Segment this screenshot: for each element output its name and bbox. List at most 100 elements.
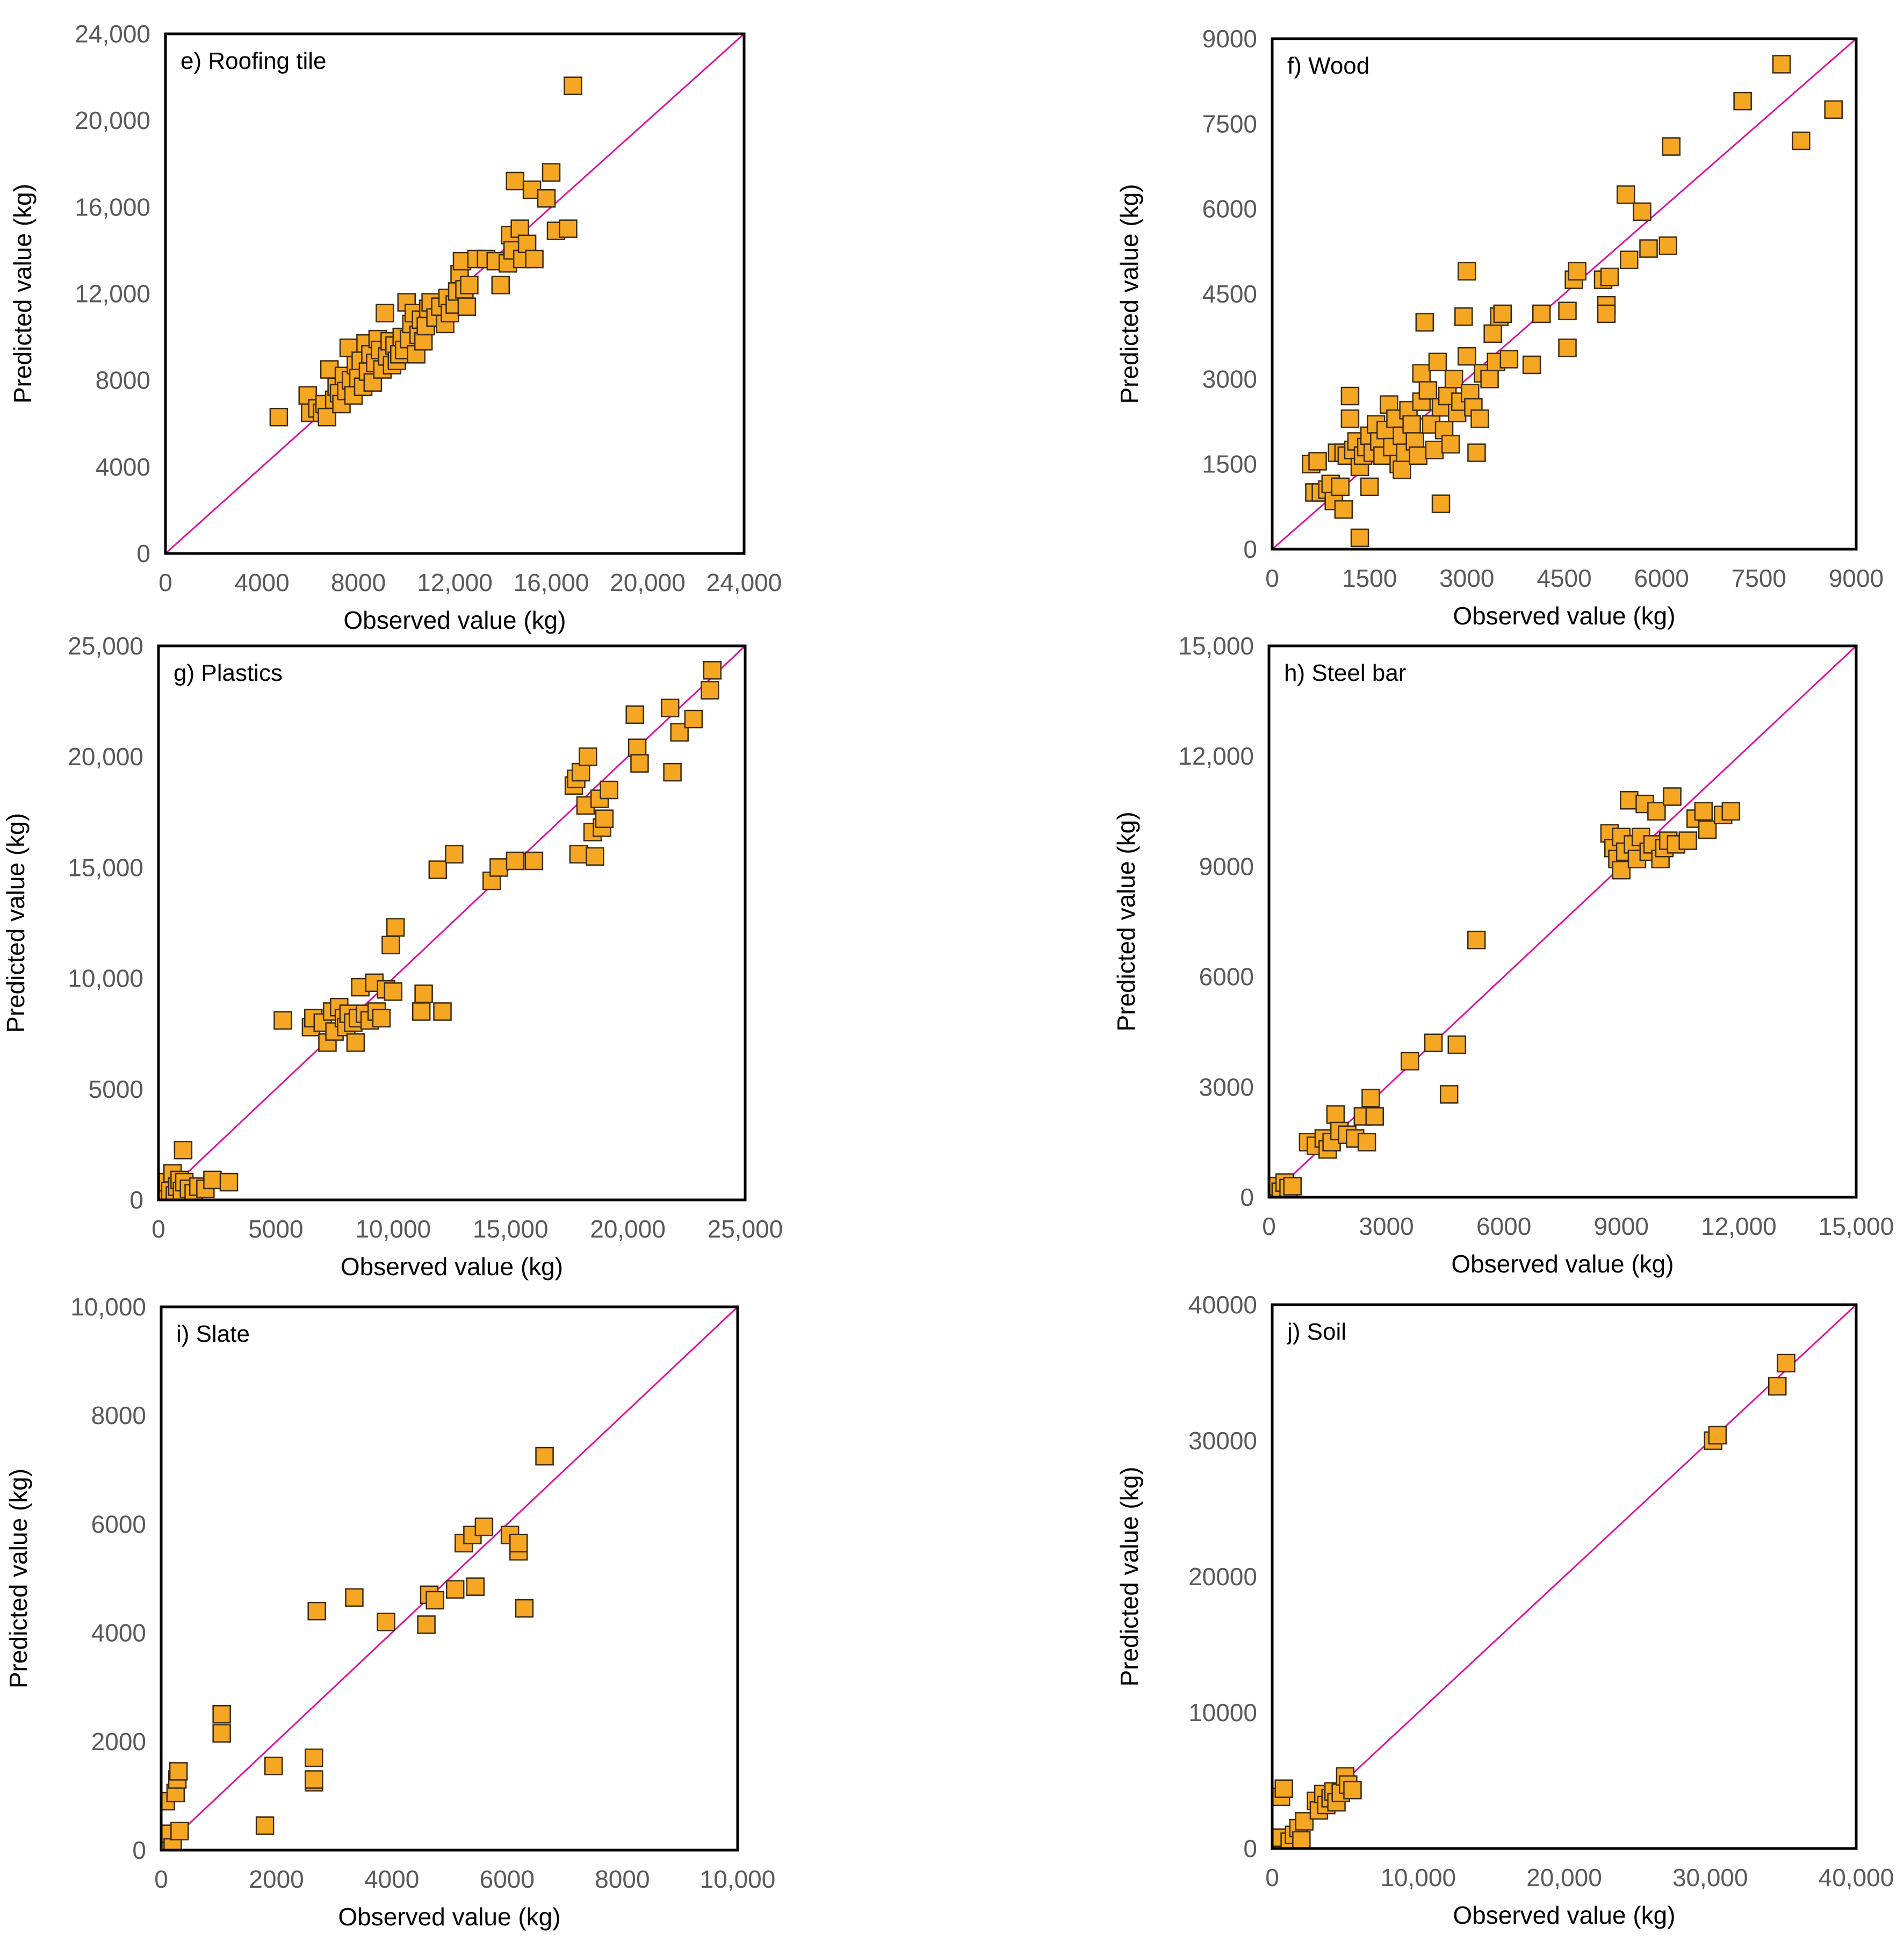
y-tick-label-h: 9000 [1199,852,1254,880]
panel-title-i: i) Slate [176,1321,250,1347]
data-point-f-43 [1425,441,1444,459]
data-point-i-18 [377,1613,395,1631]
data-point-h-45 [1694,802,1713,821]
y-tick-label-e: 24,000 [75,20,150,48]
y-tick-label-e: 16,000 [75,193,150,221]
x-axis-label-e: Observed value (kg) [343,606,566,634]
data-point-g-56 [579,747,597,766]
y-tick-label-j: 0 [1243,1835,1257,1862]
data-point-j-7 [1292,1831,1311,1849]
data-point-f-50 [1444,370,1463,389]
x-tick-label-f: 1500 [1342,564,1397,592]
y-tick-label-i: 2000 [91,1728,146,1756]
data-point-i-26 [474,1517,494,1536]
plot-frame-f [1271,37,1858,551]
data-point-f-69 [1558,301,1577,320]
x-tick-label-f: 9000 [1829,564,1884,592]
y-axis-label-h: Predicted value (kg) [1112,811,1140,1031]
markers-e [269,76,582,427]
data-point-f-67 [1522,355,1541,375]
x-tick-label-j: 10,000 [1380,1864,1456,1891]
reference-line-j [1271,1304,1857,1850]
data-point-f-84 [1772,55,1791,74]
data-point-g-62 [600,780,618,800]
data-point-i-14 [305,1770,323,1789]
data-point-g-10 [174,1140,193,1160]
data-point-g-46 [445,845,464,864]
x-tick-label-h: 9000 [1594,1212,1649,1240]
data-point-e-45 [414,332,433,351]
plot-frame-i [160,1305,739,1852]
data-point-g-37 [372,1009,391,1028]
x-tick-label-f: 6000 [1634,564,1689,592]
x-tick-label-e: 16,000 [514,569,589,596]
data-point-f-58 [1467,443,1486,462]
data-point-f-37 [1409,446,1427,465]
data-point-e-74 [537,189,556,208]
x-tick-label-g: 0 [152,1215,165,1243]
data-point-f-45 [1431,494,1451,513]
data-point-i-19 [417,1615,436,1634]
y-tick-label-g: 0 [129,1186,143,1214]
data-point-g-67 [663,763,682,782]
data-point-f-40 [1415,313,1434,332]
data-point-f-79 [1633,202,1651,221]
panel-title-g: g) Plastics [174,660,283,686]
y-tick-label-f: 9000 [1202,25,1257,53]
data-point-f-65 [1493,304,1512,323]
data-point-f-82 [1662,137,1681,156]
x-tick-label-j: 0 [1265,1864,1279,1891]
data-point-f-62 [1483,324,1502,343]
chart-panel-j: 0 10,000 20,000 30,000 40,000 0 10000 20000 3000… [1115,1291,1894,1929]
data-point-f-41 [1418,381,1438,400]
data-point-f-13 [1340,386,1360,406]
data-point-g-41 [386,918,405,937]
data-point-j-19 [1343,1780,1362,1800]
x-tick-label-f: 4500 [1537,564,1591,592]
plot-frame-g [157,644,747,1202]
data-point-f-54 [1458,347,1476,366]
x-tick-label-g: 15,000 [473,1215,549,1243]
data-point-f-70 [1558,339,1577,357]
data-point-h-22 [1447,1035,1467,1054]
data-point-e-59 [457,297,477,316]
x-axis-label-j: Observed value (kg) [1453,1901,1675,1929]
data-point-f-12 [1340,409,1360,428]
x-tick-label-g: 20,000 [590,1215,666,1243]
x-tick-label-g: 5000 [248,1215,303,1243]
data-point-i-4 [163,1838,182,1850]
data-point-f-68 [1532,304,1551,323]
data-point-g-30 [346,1033,365,1052]
y-tick-label-j: 40000 [1188,1291,1257,1319]
data-point-f-59 [1470,409,1489,428]
y-tick-label-f: 1500 [1202,450,1257,478]
data-point-e-0 [269,407,289,427]
data-point-g-64 [628,738,647,757]
data-point-i-7 [169,1762,188,1781]
data-point-f-32 [1393,460,1411,479]
data-point-f-2 [1308,452,1327,471]
y-axis-label-i: Predicted value (kg) [4,1469,32,1688]
data-point-g-44 [428,860,448,879]
data-point-f-75 [1597,304,1616,323]
data-point-i-9 [212,1705,231,1724]
plot-frame-h [1267,644,1858,1199]
data-point-g-42 [412,1002,431,1021]
data-point-i-30 [515,1599,534,1618]
markers-g [158,661,722,1200]
x-tick-label-e: 20,000 [610,569,686,596]
reference-line-i [160,1306,739,1851]
data-point-g-39 [381,936,400,954]
y-tick-label-f: 7500 [1202,110,1257,138]
chart-panel-h: 0 3000 6000 9000 12,000 15,000 0 3000 6000 9000 12… [1112,632,1894,1278]
data-point-f-8 [1331,477,1350,497]
data-point-i-21 [425,1591,444,1610]
data-point-j-23 [1777,1354,1795,1373]
data-point-f-78 [1620,250,1639,269]
data-point-g-66 [660,699,680,717]
y-tick-label-f: 3000 [1202,365,1257,393]
x-tick-label-j: 20,000 [1526,1864,1602,1891]
data-point-i-31 [535,1447,554,1466]
x-axis-label-i: Observed value (kg) [338,1903,560,1931]
plot-frame-e [164,32,746,555]
